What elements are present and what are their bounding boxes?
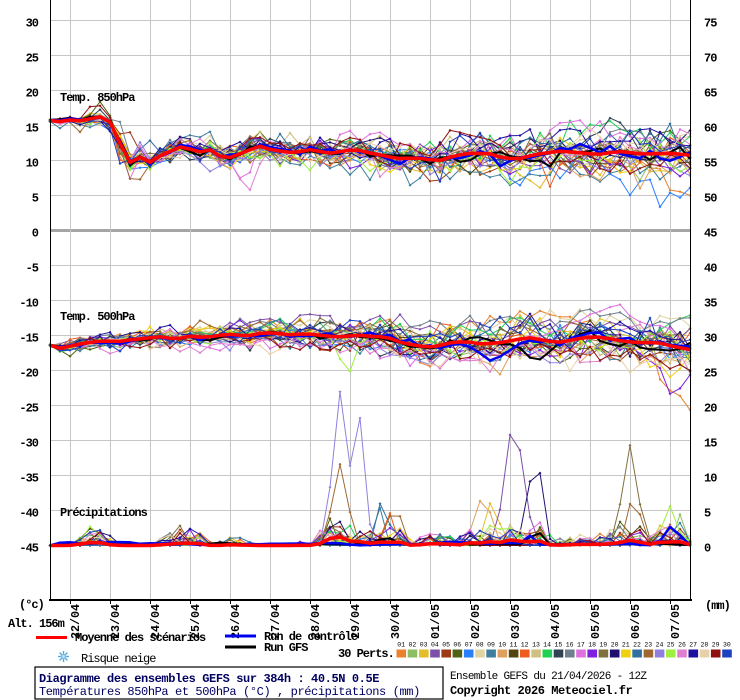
svg-text:30 Perts.: 30 Perts. [338,647,394,661]
svg-text:25: 25 [26,52,39,66]
svg-text:15: 15 [704,437,717,451]
svg-text:23: 23 [644,642,652,649]
svg-text:28/04: 28/04 [309,604,323,639]
svg-text:25: 25 [704,367,717,381]
svg-text:Risque neige: Risque neige [81,652,156,666]
svg-text:27/04: 27/04 [269,604,283,639]
svg-text:14: 14 [543,642,551,649]
svg-text:30: 30 [723,642,731,649]
svg-text:(mm): (mm) [705,599,730,613]
svg-text:Run de contrôle: Run de contrôle [264,630,358,644]
svg-text:02/05: 02/05 [469,604,483,639]
svg-text:70: 70 [704,52,717,66]
svg-text:03/05: 03/05 [509,604,523,639]
svg-text:06/05: 06/05 [629,604,643,639]
svg-text:45: 45 [704,227,717,241]
svg-text:75: 75 [704,17,717,31]
svg-text:02: 02 [408,642,416,649]
svg-text:0: 0 [704,542,711,556]
svg-text:Diagramme des ensembles GEFS s: Diagramme des ensembles GEFS sur 384h : … [39,672,379,686]
svg-text:28: 28 [700,642,708,649]
svg-text:Temp. 850hPa: Temp. 850hPa [60,91,135,105]
svg-text:-5: -5 [26,262,39,276]
svg-text:20: 20 [704,402,717,416]
svg-text:20: 20 [611,642,619,649]
svg-text:07/05: 07/05 [669,604,683,639]
svg-text:25: 25 [667,642,675,649]
svg-text:15: 15 [26,122,39,136]
svg-text:04/05: 04/05 [549,604,563,639]
svg-text:03: 03 [420,642,428,649]
svg-text:26/04: 26/04 [229,604,243,639]
svg-text:07: 07 [465,642,473,649]
svg-text:65: 65 [704,87,717,101]
svg-text:(°c): (°c) [19,598,44,612]
svg-text:18: 18 [588,642,596,649]
svg-text:12: 12 [521,642,529,649]
svg-text:35: 35 [704,297,717,311]
svg-text:-45: -45 [19,542,38,556]
svg-text:10: 10 [704,472,717,486]
svg-text:05/05: 05/05 [589,604,603,639]
svg-text:22/04: 22/04 [69,604,83,639]
svg-text:01: 01 [397,642,405,649]
svg-text:Moyenne des scénarios: Moyenne des scénarios [75,631,206,645]
svg-text:13: 13 [532,642,540,649]
svg-text:-20: -20 [19,367,38,381]
svg-text:Copyright 2026 Meteociel.fr: Copyright 2026 Meteociel.fr [450,684,633,698]
svg-text:30: 30 [704,332,717,346]
svg-text:10: 10 [498,642,506,649]
svg-text:23/04: 23/04 [109,604,123,639]
svg-text:Run GFS: Run GFS [264,641,308,655]
svg-text:15: 15 [554,642,562,649]
svg-text:0: 0 [32,227,39,241]
svg-text:24/04: 24/04 [149,604,163,639]
svg-text:27: 27 [689,642,697,649]
svg-text:22: 22 [633,642,641,649]
svg-text:20: 20 [26,87,39,101]
svg-text:17: 17 [577,642,585,649]
svg-text:40: 40 [704,262,717,276]
svg-text:60: 60 [704,122,717,136]
svg-text:19: 19 [599,642,607,649]
svg-text:50: 50 [704,192,717,206]
svg-text:30: 30 [26,17,39,31]
svg-text:11: 11 [510,642,518,649]
svg-text:-10: -10 [19,297,38,311]
svg-text:06: 06 [453,642,461,649]
svg-text:-40: -40 [19,507,38,521]
svg-text:5: 5 [704,507,711,521]
svg-text:-15: -15 [19,332,38,346]
svg-text:Temp. 500hPa: Temp. 500hPa [60,310,135,324]
svg-text:16: 16 [566,642,574,649]
svg-text:Précipitations: Précipitations [60,506,148,520]
svg-text:Alt. 156m: Alt. 156m [8,617,65,631]
svg-text:Ensemble GEFS du 21/04/2026 -: Ensemble GEFS du 21/04/2026 - 12Z [450,671,647,683]
svg-text:08: 08 [476,642,484,649]
svg-text:-35: -35 [19,472,38,486]
svg-text:55: 55 [704,157,717,171]
svg-text:04: 04 [431,642,439,649]
svg-text:Températures 850hPa et 500hPa: Températures 850hPa et 500hPa (°C) , pré… [39,685,420,699]
svg-text:30/04: 30/04 [389,604,403,639]
svg-text:29/04: 29/04 [349,604,363,639]
svg-text:-30: -30 [19,437,38,451]
svg-text:26: 26 [678,642,686,649]
svg-text:05: 05 [442,642,450,649]
svg-text:29: 29 [712,642,720,649]
svg-text:21: 21 [622,642,630,649]
svg-text:24: 24 [656,642,664,649]
svg-text:-25: -25 [19,402,38,416]
svg-text:09: 09 [487,642,495,649]
svg-text:25/04: 25/04 [189,604,203,639]
svg-text:01/05: 01/05 [429,604,443,639]
svg-text:10: 10 [26,157,39,171]
svg-text:5: 5 [32,192,39,206]
